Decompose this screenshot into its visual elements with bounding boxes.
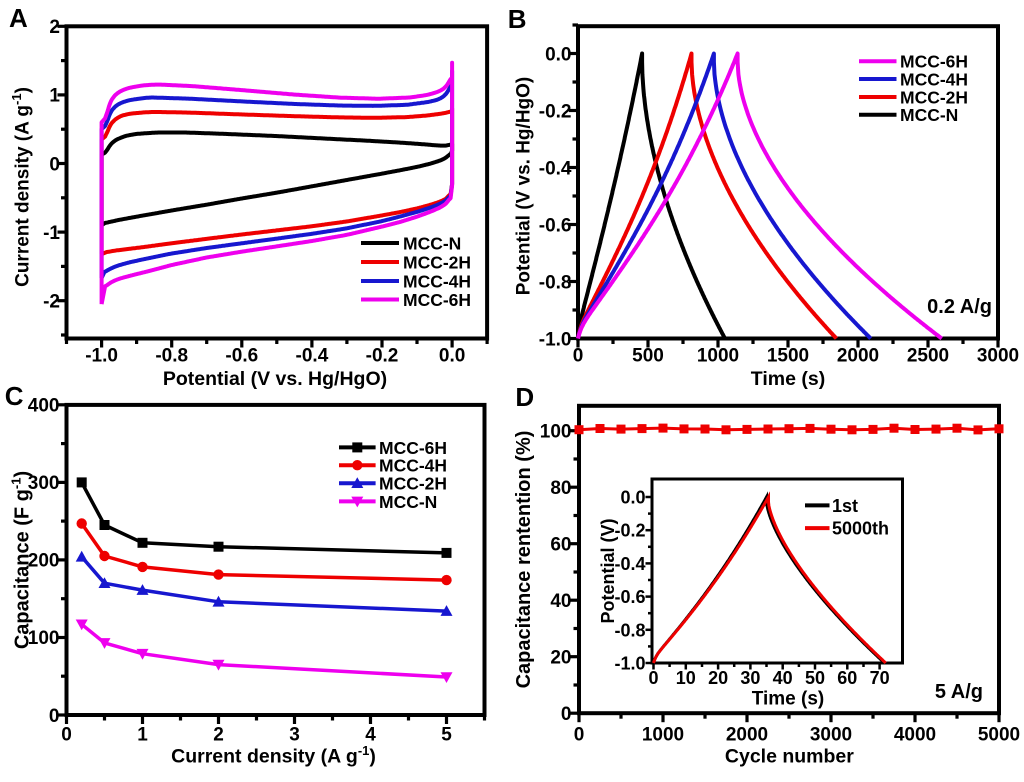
svg-text:2000: 2000 [837, 346, 879, 367]
svg-text:4: 4 [365, 725, 376, 746]
svg-text:400: 400 [28, 396, 60, 417]
svg-text:0: 0 [49, 154, 60, 175]
svg-text:3000: 3000 [810, 725, 852, 746]
svg-text:Potential (V): Potential (V) [598, 518, 618, 623]
svg-text:0.0: 0.0 [439, 346, 465, 367]
svg-text:Current density (A g-1): Current density (A g-1) [9, 87, 34, 287]
svg-text:Capacitance rentention (%): Capacitance rentention (%) [513, 431, 535, 689]
svg-text:200: 200 [28, 551, 60, 572]
svg-text:-0.8: -0.8 [614, 620, 645, 640]
svg-text:2500: 2500 [907, 346, 949, 367]
svg-text:1: 1 [137, 725, 148, 746]
svg-text:-0.6: -0.6 [225, 346, 258, 367]
svg-text:3000: 3000 [977, 346, 1019, 367]
svg-text:-0.4: -0.4 [539, 158, 572, 179]
svg-text:0.2 A/g: 0.2 A/g [927, 296, 992, 318]
svg-text:20: 20 [550, 648, 571, 669]
svg-text:MCC-6H: MCC-6H [379, 438, 447, 458]
svg-text:60: 60 [550, 535, 571, 556]
svg-text:0: 0 [574, 725, 585, 746]
svg-text:100: 100 [28, 628, 60, 649]
svg-text:B: B [508, 4, 527, 34]
svg-text:-0.2: -0.2 [366, 346, 399, 367]
svg-text:40: 40 [773, 668, 793, 688]
svg-text:MCC-6H: MCC-6H [403, 290, 471, 310]
svg-text:A: A [9, 3, 28, 33]
svg-text:5: 5 [441, 725, 452, 746]
svg-text:2000: 2000 [726, 725, 768, 746]
svg-text:0: 0 [561, 704, 572, 725]
svg-text:C: C [5, 381, 24, 411]
svg-text:60: 60 [837, 668, 857, 688]
svg-text:0: 0 [573, 346, 584, 367]
svg-text:5 A/g: 5 A/g [935, 681, 983, 703]
svg-text:-1.0: -1.0 [85, 346, 118, 367]
svg-text:0.0: 0.0 [545, 44, 571, 65]
svg-text:-0.8: -0.8 [539, 272, 572, 293]
svg-text:-0.4: -0.4 [614, 554, 645, 574]
svg-text:Capacitance (F g-1): Capacitance (F g-1) [9, 471, 34, 649]
svg-text:1000: 1000 [642, 725, 684, 746]
svg-text:-1.0: -1.0 [614, 654, 645, 674]
svg-text:-0.2: -0.2 [539, 101, 572, 122]
svg-text:1500: 1500 [767, 346, 809, 367]
svg-text:-0.6: -0.6 [614, 587, 645, 607]
svg-text:1000: 1000 [697, 346, 739, 367]
svg-text:10: 10 [676, 668, 696, 688]
svg-text:-0.6: -0.6 [539, 215, 572, 236]
svg-text:MCC-N: MCC-N [900, 105, 958, 125]
svg-text:70: 70 [870, 668, 890, 688]
svg-text:20: 20 [708, 668, 728, 688]
svg-text:5000th: 5000th [832, 519, 889, 539]
svg-text:MCC-4H: MCC-4H [403, 271, 471, 291]
svg-text:MCC-2H: MCC-2H [900, 87, 968, 107]
svg-text:80: 80 [550, 478, 571, 499]
svg-text:2: 2 [213, 725, 224, 746]
svg-text:1st: 1st [832, 496, 858, 516]
svg-text:MCC-6H: MCC-6H [900, 52, 968, 72]
svg-text:4000: 4000 [894, 725, 936, 746]
svg-text:D: D [515, 382, 534, 412]
svg-text:500: 500 [632, 346, 664, 367]
svg-text:MCC-2H: MCC-2H [379, 474, 447, 494]
svg-text:0.0: 0.0 [620, 488, 645, 508]
svg-text:Potential (V vs. Hg/HgO): Potential (V vs. Hg/HgO) [163, 368, 387, 390]
svg-text:100: 100 [540, 422, 572, 443]
svg-text:1: 1 [49, 86, 60, 107]
svg-text:300: 300 [28, 473, 60, 494]
svg-text:Cycle number: Cycle number [725, 746, 854, 768]
svg-text:MCC-N: MCC-N [403, 233, 461, 253]
svg-text:50: 50 [805, 668, 825, 688]
svg-text:30: 30 [740, 668, 760, 688]
svg-text:0: 0 [648, 668, 658, 688]
svg-text:-0.4: -0.4 [296, 346, 329, 367]
svg-text:MCC-2H: MCC-2H [403, 252, 471, 272]
svg-text:Potential (V vs. Hg/HgO): Potential (V vs. Hg/HgO) [514, 77, 535, 296]
svg-text:MCC-N: MCC-N [379, 492, 437, 512]
svg-text:-0.2: -0.2 [614, 521, 645, 541]
svg-text:0: 0 [49, 706, 60, 727]
svg-text:3: 3 [289, 725, 300, 746]
svg-text:MCC-4H: MCC-4H [379, 456, 447, 476]
svg-text:-2: -2 [43, 292, 60, 313]
svg-text:2: 2 [49, 17, 60, 38]
svg-text:MCC-4H: MCC-4H [900, 69, 968, 89]
svg-text:5000: 5000 [978, 725, 1020, 746]
svg-text:Time (s): Time (s) [751, 368, 825, 390]
svg-text:Current density (A g-1): Current density (A g-1) [171, 743, 376, 768]
svg-text:-1: -1 [43, 223, 60, 244]
svg-text:Time (s): Time (s) [752, 689, 825, 710]
svg-text:40: 40 [550, 591, 571, 612]
svg-text:-1.0: -1.0 [539, 329, 572, 350]
svg-text:0: 0 [61, 725, 72, 746]
svg-text:-0.8: -0.8 [155, 346, 188, 367]
